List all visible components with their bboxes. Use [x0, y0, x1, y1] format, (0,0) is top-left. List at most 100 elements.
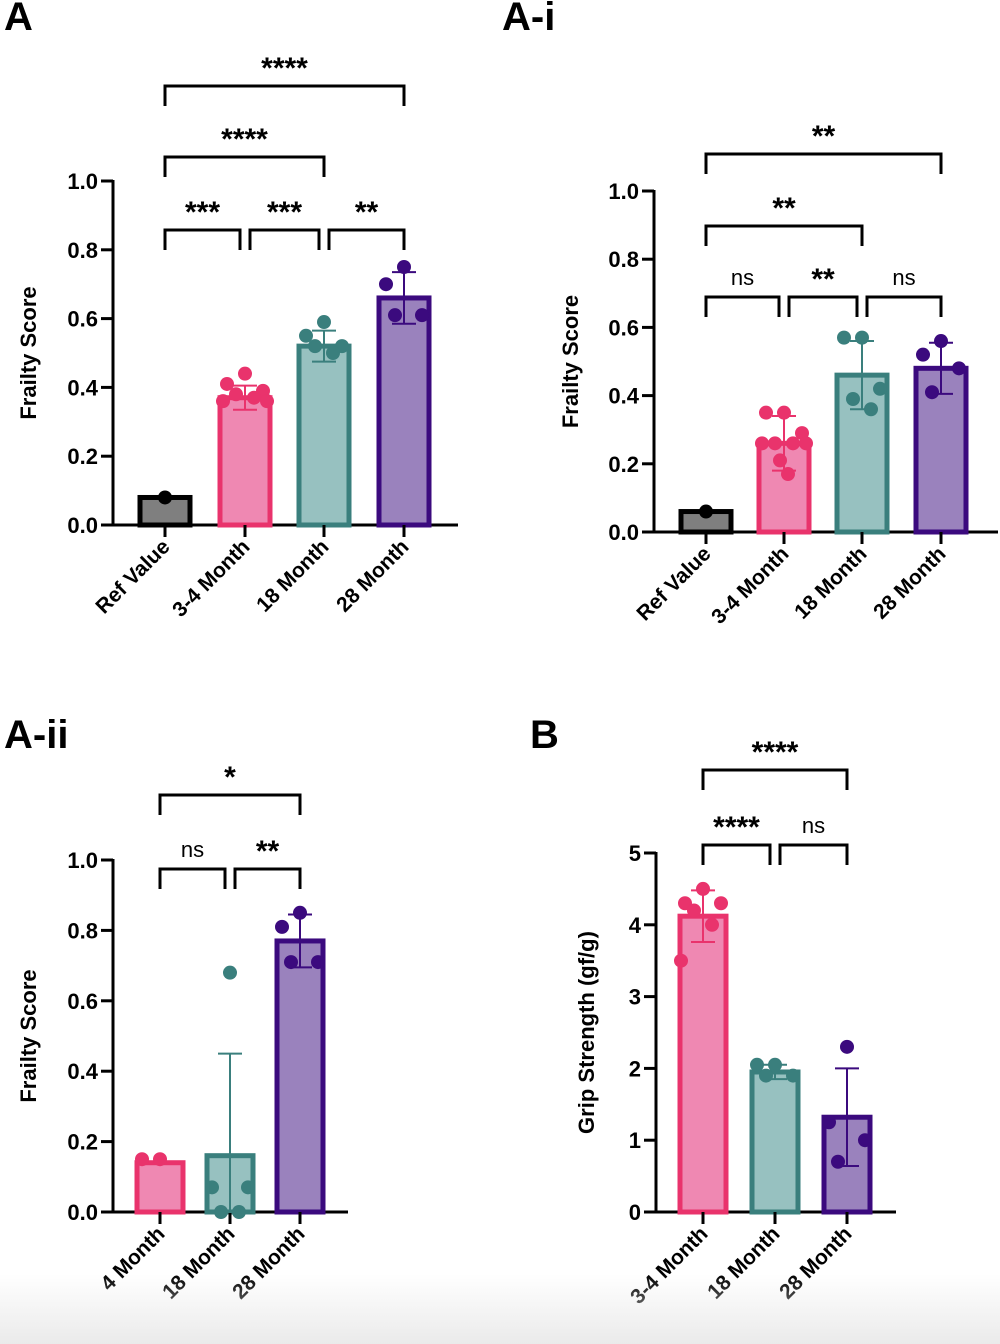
data-point	[696, 881, 710, 896]
y-tick-label: 0.8	[67, 918, 98, 943]
significance-label: ****	[713, 811, 760, 844]
data-point	[379, 277, 393, 292]
data-point	[220, 376, 234, 391]
bracket-line	[248, 228, 321, 250]
data-point	[308, 339, 322, 354]
y-tick-label: 0.8	[67, 238, 98, 263]
bar-group: 18 Month	[158, 965, 256, 1304]
data-point	[840, 1039, 854, 1054]
y-tick-label: 1.0	[608, 179, 639, 204]
bracket-line	[704, 295, 781, 317]
significance-bracket: **	[704, 192, 864, 246]
data-point	[260, 394, 274, 409]
data-point	[135, 1152, 149, 1167]
data-point	[214, 1205, 228, 1219]
significance-label: ns	[731, 265, 754, 290]
bar-group: 28 Month	[228, 905, 326, 1304]
data-point	[916, 347, 930, 362]
data-point	[714, 896, 728, 911]
data-point	[674, 953, 688, 968]
x-tick-label: 3-4 Month	[626, 1222, 712, 1308]
y-tick-label: 0.4	[608, 384, 639, 409]
y-axis-label: Grip Strength (gf/g)	[574, 931, 599, 1134]
data-point	[768, 436, 782, 451]
data-point	[759, 405, 773, 420]
x-tick-label: 18 Month	[790, 542, 871, 623]
panel-label: A	[4, 0, 33, 39]
significance-label: **	[811, 263, 835, 296]
y-tick-label: 5	[629, 841, 641, 866]
y-tick-label: 0.2	[608, 452, 639, 477]
y-tick-label: 3	[629, 985, 641, 1010]
significance-bracket: ****	[163, 52, 406, 106]
significance-label: **	[772, 192, 796, 225]
data-point	[153, 1152, 167, 1167]
bar-group: 3-4 Month	[626, 881, 729, 1309]
y-tick-label: 1	[629, 1128, 641, 1153]
significance-label: ns	[892, 265, 915, 290]
x-tick-label: 18 Month	[252, 535, 333, 616]
significance-label: ***	[185, 196, 220, 229]
data-point	[822, 1115, 836, 1130]
significance-bracket: ***	[248, 196, 321, 250]
x-tick-label: 28 Month	[869, 542, 950, 623]
bracket-line	[787, 295, 859, 317]
bracket-line	[233, 867, 302, 889]
bar-group: 4 Month	[96, 1152, 186, 1295]
x-tick-label: 18 Month	[158, 1222, 239, 1303]
y-axis-label: Frailty Score	[558, 295, 583, 428]
panel-a: A 0.0 0.2 0.4 0.6 0.8 1.0 Frailty Score Ref Valu…	[4, 0, 458, 622]
data-point	[238, 366, 252, 381]
significance-label: **	[812, 120, 836, 153]
data-point	[275, 919, 289, 934]
y-tick-label: 0.0	[67, 1200, 98, 1225]
y-tick-label: 0.6	[608, 315, 639, 340]
x-tick-label: Ref Value	[91, 535, 174, 618]
data-point	[317, 315, 331, 330]
significance-label: ns	[802, 813, 825, 838]
significance-label: **	[256, 835, 280, 868]
significance-label: ****	[221, 123, 268, 156]
y-tick-label: 0.6	[67, 307, 98, 332]
data-point	[415, 308, 429, 323]
data-point	[216, 394, 230, 409]
significance-label: ****	[752, 736, 799, 769]
bracket-line	[704, 224, 864, 246]
significance-label: ***	[267, 196, 302, 229]
y-tick-label: 4	[629, 913, 642, 938]
y-tick-label: 0.0	[608, 520, 639, 545]
bar	[217, 395, 273, 528]
bracket-line	[865, 295, 943, 317]
bracket-line	[701, 768, 849, 790]
data-point	[326, 346, 340, 360]
data-point	[299, 328, 313, 343]
bracket-line	[158, 867, 227, 889]
data-point	[232, 1205, 246, 1219]
significance-bracket: **	[233, 835, 302, 889]
significance-bracket: ns	[158, 837, 227, 889]
bar	[749, 1069, 801, 1215]
data-point	[284, 955, 298, 970]
bracket-line	[704, 152, 943, 174]
significance-bracket: ***	[163, 196, 242, 250]
bar	[274, 938, 326, 1215]
significance-bracket: ****	[701, 736, 849, 790]
significance-bracket: *	[158, 761, 302, 815]
data-point	[777, 405, 791, 420]
data-point	[855, 330, 869, 345]
y-tick-label: 1.0	[67, 848, 98, 873]
data-point	[241, 1180, 255, 1195]
x-tick-label: 18 Month	[703, 1222, 784, 1303]
significance-bracket: ****	[163, 123, 326, 177]
y-tick-label: 2	[629, 1056, 641, 1081]
bracket-line	[163, 155, 326, 177]
bracket-line	[701, 843, 772, 865]
y-tick-label: 1.0	[67, 169, 98, 194]
x-tick-label: Ref Value	[632, 542, 715, 625]
bar	[376, 295, 432, 528]
y-tick-label: 0.4	[67, 375, 98, 400]
bracket-line	[327, 228, 406, 250]
significance-bracket: ns	[865, 265, 943, 317]
y-tick-label: 0	[629, 1200, 641, 1225]
